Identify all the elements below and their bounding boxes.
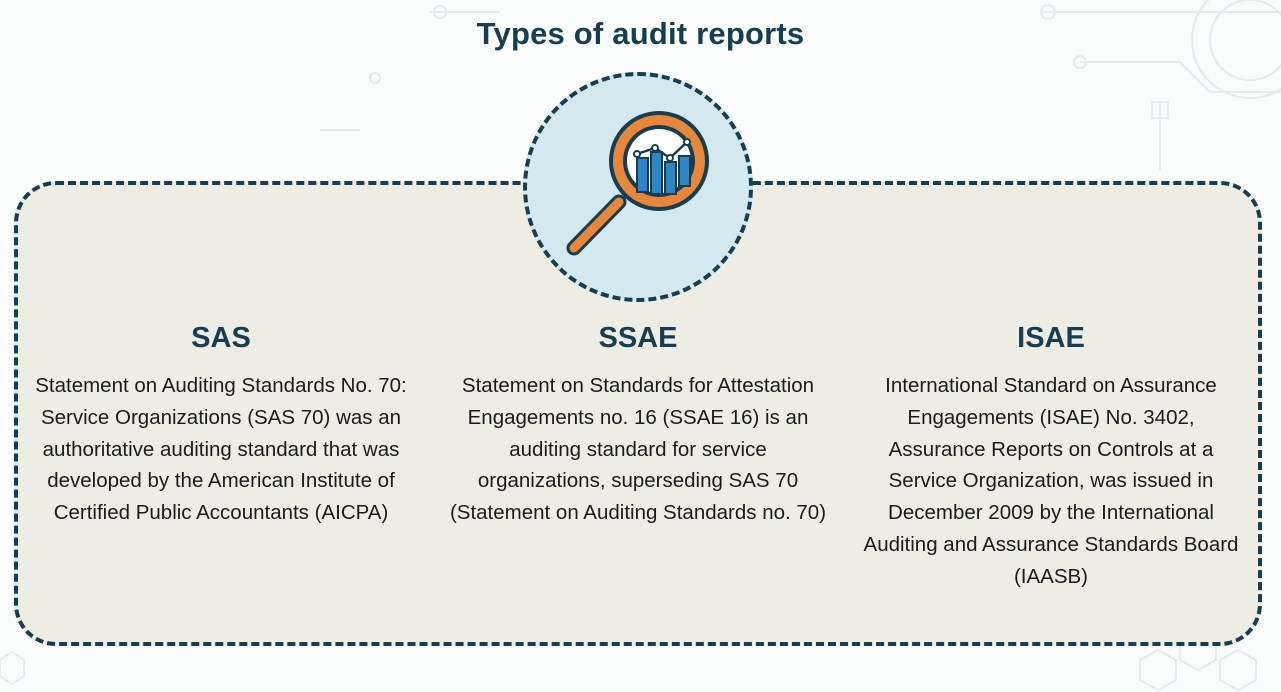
icon-circle	[523, 72, 753, 302]
column-heading-isae: ISAE	[1017, 322, 1085, 354]
column-heading-ssae: SSAE	[598, 322, 678, 354]
column-text-isae: International Standard on Assurance Enga…	[863, 374, 1239, 588]
magnifier-chart-icon	[566, 111, 709, 256]
column-ssae: SSAE Statement on Standards for Attestat…	[448, 320, 828, 529]
column-text-ssae: Statement on Standards for Attestation E…	[449, 374, 827, 525]
column-heading-sas: SAS	[191, 322, 251, 354]
column-text-sas: Statement on Auditing Standards No. 70: …	[35, 374, 407, 525]
column-isae: ISAE International Standard on Assurance…	[861, 320, 1241, 593]
column-sas: SAS Statement on Auditing Standards No. …	[31, 320, 411, 529]
page-title: Types of audit reports	[476, 16, 805, 51]
